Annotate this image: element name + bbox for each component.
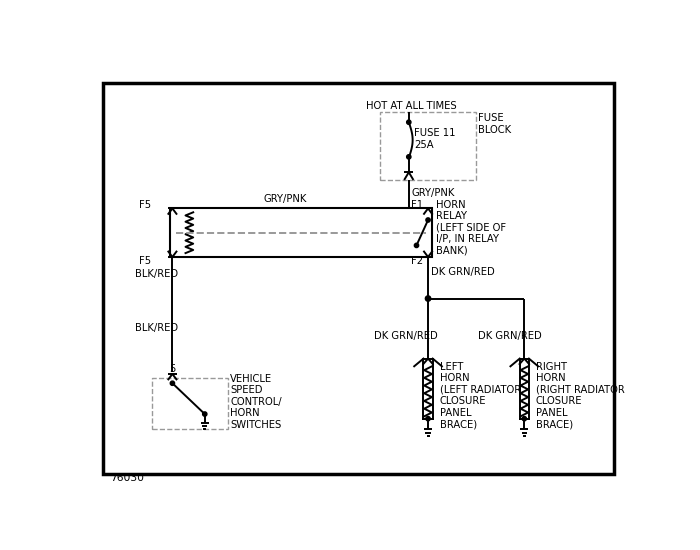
Text: 5: 5	[169, 364, 176, 373]
Circle shape	[414, 243, 419, 248]
Text: BLK/RED: BLK/RED	[135, 269, 178, 279]
Text: DK GRN/RED: DK GRN/RED	[374, 331, 438, 340]
Text: GRY/PNK: GRY/PNK	[412, 188, 455, 198]
Circle shape	[426, 218, 430, 222]
Text: 76030: 76030	[110, 473, 144, 483]
Text: DK GRN/RED: DK GRN/RED	[431, 267, 495, 277]
Text: FUSE 11
25A: FUSE 11 25A	[414, 128, 456, 150]
Text: F1: F1	[411, 200, 424, 210]
Text: BLK/RED: BLK/RED	[135, 323, 178, 333]
Text: HORN
RELAY
(LEFT SIDE OF
I/P, IN RELAY
BANK): HORN RELAY (LEFT SIDE OF I/P, IN RELAY B…	[435, 200, 506, 256]
Text: GRY/PNK: GRY/PNK	[264, 194, 307, 204]
Circle shape	[407, 155, 411, 159]
Circle shape	[426, 416, 430, 421]
Text: HOT AT ALL TIMES: HOT AT ALL TIMES	[367, 101, 457, 111]
Text: F2: F2	[411, 256, 424, 266]
Bar	[153, 378, 228, 430]
Circle shape	[407, 120, 411, 124]
Bar	[380, 112, 476, 180]
Text: LEFT
HORN
(LEFT RADIATOR
CLOSURE
PANEL
BRACE): LEFT HORN (LEFT RADIATOR CLOSURE PANEL B…	[440, 361, 521, 430]
Text: F5: F5	[139, 200, 152, 210]
Circle shape	[202, 412, 207, 416]
Text: RIGHT
HORN
(RIGHT RADIATOR
CLOSURE
PANEL
BRACE): RIGHT HORN (RIGHT RADIATOR CLOSURE PANEL…	[536, 361, 624, 430]
Text: FUSE
BLOCK: FUSE BLOCK	[478, 113, 511, 135]
Circle shape	[170, 381, 174, 386]
Bar	[170, 208, 432, 257]
Circle shape	[522, 416, 526, 421]
Text: DK GRN/RED: DK GRN/RED	[478, 331, 542, 340]
Text: F5: F5	[139, 256, 152, 266]
Text: VEHICLE
SPEED
CONTROL/
HORN
SWITCHES: VEHICLE SPEED CONTROL/ HORN SWITCHES	[230, 373, 282, 430]
Circle shape	[426, 296, 430, 301]
